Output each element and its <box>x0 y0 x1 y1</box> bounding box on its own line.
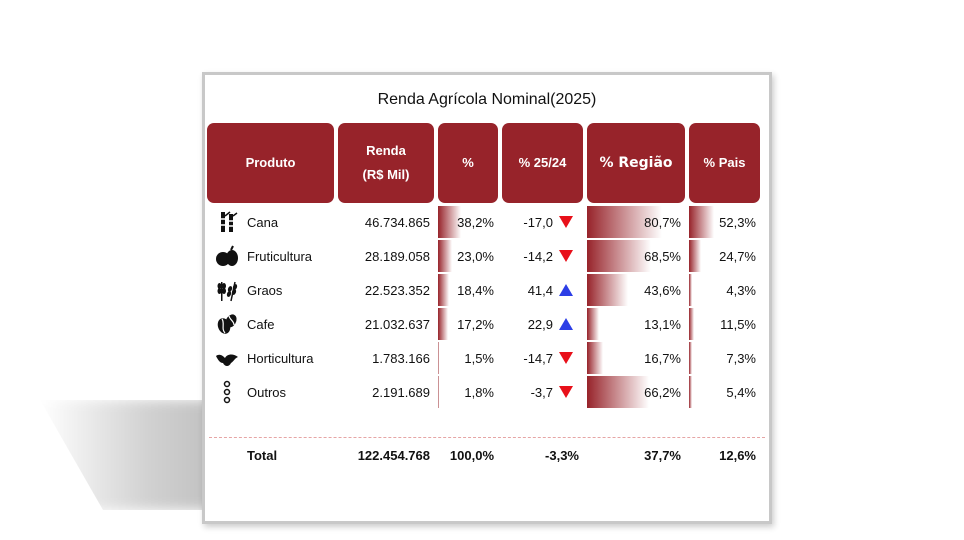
regiao-bar <box>587 342 603 374</box>
pct-bar <box>438 342 439 374</box>
produto-label: Outros <box>247 384 287 400</box>
coffee-bean-icon <box>215 312 239 336</box>
pais-value: 4,3% <box>726 282 756 298</box>
arrow-up-icon <box>559 284 573 296</box>
regiao-bar <box>587 308 600 340</box>
pais-value: 24,7% <box>719 248 756 264</box>
pct-value: 1,5% <box>464 350 494 366</box>
table-row[interactable]: Graos 22.523.352 18,4% 41,4 43,6% 4,3% <box>209 273 765 307</box>
pais-bar <box>689 206 714 238</box>
pct-bar <box>438 376 440 408</box>
pais-bar <box>689 308 695 340</box>
total-label: Total <box>247 447 278 463</box>
table-panel: Renda Agrícola Nominal(2025) Produto Ren… <box>202 72 772 524</box>
pais-bar <box>689 274 692 306</box>
pct-value: 18,4% <box>457 282 494 298</box>
produto-label: Cana <box>247 214 279 230</box>
arrow-down-icon <box>559 250 573 262</box>
renda-value: 2.191.689 <box>372 384 430 400</box>
header-renda[interactable]: Renda (R$ Mil) <box>338 123 434 203</box>
pais-value: 11,5% <box>720 316 756 332</box>
regiao-value: 68,5% <box>644 248 681 264</box>
produto-label: Cafe <box>247 316 275 332</box>
regiao-bar <box>587 376 649 408</box>
var-value: -14,2 <box>523 248 553 264</box>
more-icon <box>215 380 239 404</box>
renda-value: 1.783.166 <box>372 350 430 366</box>
regiao-bar <box>587 206 663 238</box>
table-row[interactable]: Fruticultura 28.189.058 23,0% -14,2 68,5… <box>209 239 765 273</box>
produto-label: Fruticultura <box>247 248 313 264</box>
total-var: -3,3% <box>545 447 579 463</box>
regiao-bar <box>587 240 651 272</box>
total-separator <box>209 437 765 438</box>
regiao-value: 43,6% <box>644 282 681 298</box>
pct-value: 1,8% <box>464 384 494 400</box>
var-value: -14,7 <box>523 350 553 366</box>
arrow-up-icon <box>559 318 573 330</box>
header-var[interactable]: % 25/24 <box>502 123 583 203</box>
table-row[interactable]: Horticultura 1.783.166 1,5% -14,7 16,7% … <box>209 341 765 375</box>
produto-label: Horticultura <box>247 350 314 366</box>
regiao-value: 13,1% <box>644 316 681 332</box>
total-pct: 100,0% <box>449 447 494 463</box>
regiao-bar <box>587 274 628 306</box>
pais-bar <box>689 240 701 272</box>
regiao-value: 16,7% <box>644 350 681 366</box>
var-value: -17,0 <box>523 214 553 230</box>
pct-value: 38,2% <box>457 214 494 230</box>
wheat-icon <box>215 278 239 302</box>
pct-bar <box>438 206 461 238</box>
lettuce-icon <box>215 346 239 370</box>
produto-label: Graos <box>247 282 283 298</box>
fruit-icon <box>215 244 239 268</box>
arrow-down-icon <box>559 386 573 398</box>
renda-value: 22.523.352 <box>364 282 430 298</box>
regiao-value: 66,2% <box>644 384 681 400</box>
header-pct[interactable]: % <box>438 123 498 203</box>
header-pais[interactable]: % Pais <box>689 123 760 203</box>
total-regiao: 37,7% <box>644 447 681 463</box>
total-renda: 122.454.768 <box>357 447 430 463</box>
pct-bar <box>438 240 452 272</box>
header-produto[interactable]: Produto <box>207 123 334 203</box>
pais-value: 52,3% <box>719 214 756 230</box>
table-row[interactable]: Cana 46.734.865 38,2% -17,0 80,7% 52,3% <box>209 205 765 239</box>
panel-shadow <box>40 400 220 510</box>
pct-bar <box>438 274 450 306</box>
arrow-down-icon <box>559 352 573 364</box>
sugarcane-icon <box>215 210 239 234</box>
var-value: 41,4 <box>527 282 553 298</box>
total-row: Total 122.454.768 100,0% -3,3% 37,7% 12,… <box>209 438 765 472</box>
regiao-value: 80,7% <box>644 214 681 230</box>
renda-value: 21.032.637 <box>364 316 430 332</box>
table-title: Renda Agrícola Nominal(2025) <box>377 91 597 108</box>
pct-value: 23,0% <box>457 248 494 264</box>
arrow-down-icon <box>559 216 573 228</box>
total-pais: 12,6% <box>719 447 756 463</box>
header-regiao[interactable]: % Região <box>587 123 685 203</box>
renda-value: 28.189.058 <box>364 248 430 264</box>
pais-value: 5,4% <box>726 384 756 400</box>
var-value: -3,7 <box>530 384 553 400</box>
table-row[interactable]: Cafe 21.032.637 17,2% 22,9 13,1% 11,5% <box>209 307 765 341</box>
pct-bar <box>438 308 449 340</box>
table-row[interactable]: Outros 2.191.689 1,8% -3,7 66,2% 5,4% <box>209 375 765 409</box>
renda-value: 46.734.865 <box>364 214 430 230</box>
pais-value: 7,3% <box>726 350 756 366</box>
pct-value: 17,2% <box>457 316 494 332</box>
var-value: 22,9 <box>527 316 553 332</box>
pais-bar <box>689 376 692 408</box>
pais-bar <box>689 342 693 374</box>
